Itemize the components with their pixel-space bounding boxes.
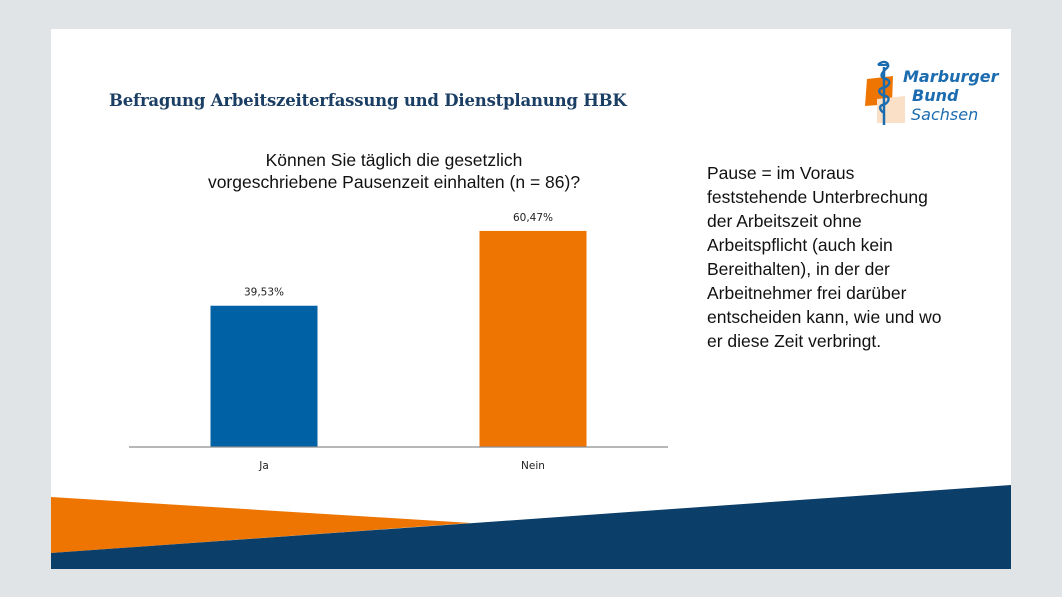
data-label-ja: 39,53% — [244, 287, 284, 299]
slide-title: Befragung Arbeitszeiterfassung und Diens… — [109, 91, 627, 110]
footer-blue-band — [51, 485, 1011, 569]
footer-wave-decoration — [51, 485, 1011, 569]
note-line: der Arbeitszeit ohne — [707, 211, 862, 231]
slide: Befragung Arbeitszeiterfassung und Diens… — [51, 29, 1011, 569]
bar-nein — [479, 230, 587, 447]
logo-line-2: Bund — [912, 86, 959, 105]
bar-chart: 39,53% Ja 60,47% Nein — [129, 212, 668, 472]
x-tick-label-ja: Ja — [258, 460, 269, 472]
pause-definition-note: Pause = im Voraus feststehende Unterbrec… — [707, 161, 997, 353]
bar-ja — [210, 305, 318, 447]
note-line: Arbeitspflicht (auch kein — [707, 235, 893, 255]
x-tick-label-nein: Nein — [521, 460, 545, 472]
note-line: feststehende Unterbrechung — [707, 187, 928, 207]
chart-title-line-1: Können Sie täglich die gesetzlich — [265, 150, 523, 170]
logo-marburger-bund: Marburger Bund Sachsen — [865, 57, 999, 127]
note-line: entscheiden kann, wie und wo — [707, 307, 942, 327]
note-line: Bereithalten), in der der — [707, 259, 890, 279]
logo-line-3: Sachsen — [911, 105, 979, 124]
chart-title-line-2: vorgeschriebene Pausenzeit einhalten (n … — [207, 172, 581, 192]
rod-of-asclepius-icon — [865, 60, 905, 125]
footer-orange-band — [51, 497, 471, 553]
logo-text: Marburger Bund Sachsen — [903, 67, 999, 124]
data-label-nein: 60,47% — [513, 212, 553, 224]
chart-title: Können Sie täglich die gesetzlich vorges… — [129, 149, 659, 193]
logo-line-1: Marburger — [903, 67, 999, 86]
note-line: er diese Zeit verbringt. — [707, 331, 882, 351]
note-line: Pause = im Voraus — [707, 163, 855, 183]
note-line: Arbeitnehmer frei darüber — [707, 283, 907, 303]
